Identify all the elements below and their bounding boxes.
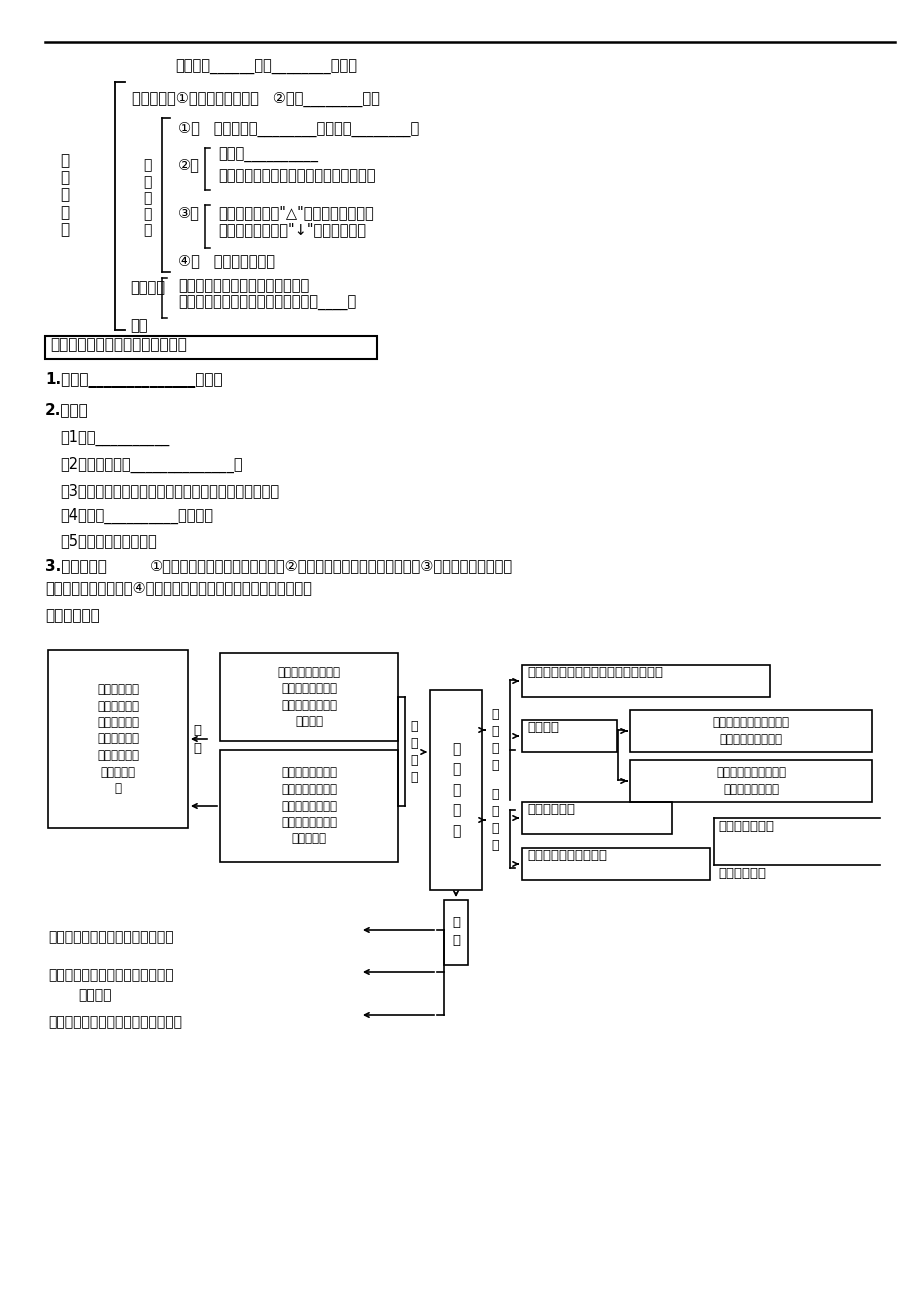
Text: 二、知识网络: 二、知识网络	[45, 608, 99, 622]
Text: ④等   将短线改为等号: ④等 将短线改为等号	[177, 253, 275, 268]
Text: 基本类型和思路: 基本类型和思路	[717, 820, 773, 833]
Text: 化
学
方
程
式: 化 学 方 程 式	[60, 152, 69, 237]
Text: 表示反应物和生成物以及反应条件: 表示反应物和生成物以及反应条件	[177, 279, 309, 293]
Text: 量的关系: 量的关系	[527, 721, 559, 734]
Text: 质的关系：反应物、生成物、反应条件: 质的关系：反应物、生成物、反应条件	[527, 667, 663, 680]
Text: 本
质: 本 质	[193, 724, 200, 754]
Text: 一写：写反应物、生成物的反应式: 一写：写反应物、生成物的反应式	[48, 930, 174, 944]
Text: ②配: ②配	[177, 158, 199, 172]
Text: 表
示
意
义: 表 示 意 义	[491, 708, 498, 772]
Text: 表示意义: 表示意义	[130, 280, 165, 296]
Text: 2.步骤：: 2.步骤：	[45, 402, 88, 417]
Bar	[45, 336, 377, 359]
Text: 书写原则：①以客观事实为依据   ②遵守________定律: 书写原则：①以客观事实为依据 ②遵守________定律	[131, 92, 380, 107]
Text: 二配：配化学计量数，使两边原子: 二配：配化学计量数，使两边原子	[48, 967, 174, 982]
Text: （2）写出反应的______________。: （2）写出反应的______________。	[60, 457, 243, 473]
Text: 方法：观察法、最小公倍数法和奇偶数法: 方法：观察法、最小公倍数法和奇偶数法	[218, 168, 375, 184]
Text: （1）设__________: （1）设__________	[60, 430, 169, 447]
Bar	[521, 720, 617, 753]
Text: 化学计量数：反应物、生
成物的粒子个数关系: 化学计量数：反应物、生 成物的粒子个数关系	[711, 716, 789, 746]
Text: 规范书写格式: 规范书写格式	[717, 867, 766, 880]
Bar	[444, 900, 468, 965]
Bar	[521, 848, 709, 880]
Text: 注明点燃、加热"△"、高温等反应条件: 注明点燃、加热"△"、高温等反应条件	[218, 204, 373, 220]
Text: 三注：注明反应条件和生成物的状态: 三注：注明反应条件和生成物的状态	[48, 1016, 182, 1029]
Text: 求另一种反应物质量；④已知一种生成物质量求另一种生成物质量。: 求另一种反应物质量；④已知一种生成物质量求另一种生成物质量。	[45, 579, 312, 595]
Bar	[630, 760, 871, 802]
Text: 个数相等: 个数相等	[78, 988, 111, 1003]
Text: 1.依据：______________定律。: 1.依据：______________定律。	[45, 372, 222, 388]
Bar	[48, 650, 187, 828]
Text: 书
写
步
骤
一: 书 写 步 骤 一	[142, 159, 152, 237]
Text: 遵
循
原
则: 遵 循 原 则	[410, 720, 417, 784]
Text: 读法: 读法	[130, 318, 147, 333]
Text: 原子是化学变
化中的最小粒
子，在化学反
应前后种类、
数目、质量都
没有发生变
化: 原子是化学变 化中的最小粒 子，在化学反 应前后种类、 数目、质量都 没有发生变…	[96, 684, 139, 796]
Text: 质量守恒定律：参
加化学反应的各物
质的质量总和等于
反应后生成的各物
质质量总和: 质量守恒定律：参 加化学反应的各物 质的质量总和等于 反应后生成的各物 质质量总…	[280, 767, 336, 845]
Text: 表示反应物与生成物各物质间的质量____。: 表示反应物与生成物各物质间的质量____。	[177, 296, 356, 311]
Text: （4）列出__________，求解。: （4）列出__________，求解。	[60, 508, 213, 525]
Text: 注明生成物沉淀号"↓"和气体逸出号: 注明生成物沉淀号"↓"和气体逸出号	[218, 223, 366, 237]
Text: 3.计算类型：: 3.计算类型：	[45, 559, 107, 573]
Text: ①写   等号左边写________，右边写________。: ①写 等号左边写________，右边写________。	[177, 122, 419, 137]
Bar	[521, 802, 671, 835]
Bar	[521, 665, 769, 697]
Bar	[630, 710, 871, 753]
Text: （5）简明地写出答案。: （5）简明地写出答案。	[60, 533, 156, 548]
Text: （3）标出相关物质的相对分子质量和已知量、未知量。: （3）标出相关物质的相对分子质量和已知量、未知量。	[60, 483, 278, 497]
Bar	[220, 750, 398, 862]
Text: 化
学
方
程
式: 化 学 方 程 式	[451, 742, 460, 838]
Bar	[429, 690, 482, 891]
Text: 根据化学方程式的计算: 根据化学方程式的计算	[527, 849, 607, 862]
Text: 表示化学反应: 表示化学反应	[527, 803, 574, 816]
Text: 质量比：反应物、生成
物之间的质量关系: 质量比：反应物、生成 物之间的质量关系	[715, 767, 785, 796]
Text: 依据：__________: 依据：__________	[218, 148, 318, 163]
Text: 知识点三：根据化学方程式的计算: 知识点三：根据化学方程式的计算	[50, 337, 187, 352]
Text: 实
际
应
用: 实 际 应 用	[491, 788, 498, 852]
Text: 书
写: 书 写	[451, 917, 460, 948]
Bar	[220, 654, 398, 741]
Text: 定义：用______表示________的式子: 定义：用______表示________的式子	[175, 60, 357, 76]
Text: 以客观事实为基础、
不能凭空设想事实
上不存在的物质和
化学反应: 以客观事实为基础、 不能凭空设想事实 上不存在的物质和 化学反应	[278, 665, 340, 728]
Text: ③标: ③标	[177, 204, 199, 220]
Text: ①已知反应物质量求生成物质量；②已知生成物质量求反应物质量；③已知一种反应物质量: ①已知反应物质量求生成物质量；②已知生成物质量求反应物质量；③已知一种反应物质量	[150, 559, 513, 573]
